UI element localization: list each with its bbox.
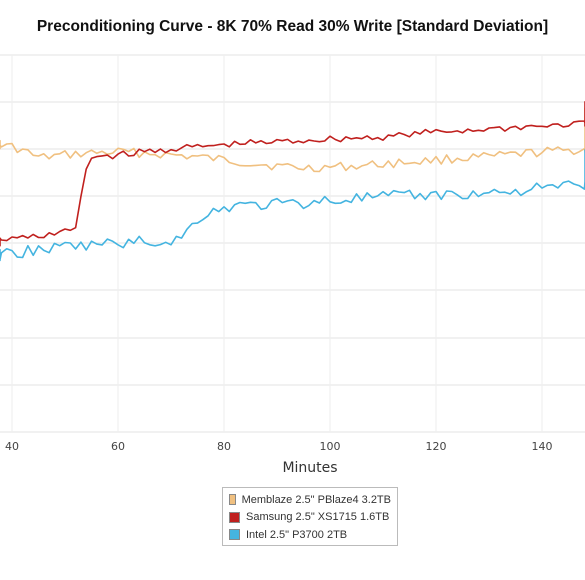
legend-item[interactable]: Samsung 2.5" XS1715 1.6TB (229, 509, 391, 527)
legend-swatch (229, 511, 240, 523)
legend-swatch (229, 494, 236, 506)
gridlines (0, 54, 585, 433)
legend: Memblaze 2.5" PBlaze4 3.2TB Samsung 2.5" … (222, 487, 398, 546)
x-axis-label: Minutes (282, 460, 337, 476)
legend-item[interactable]: Memblaze 2.5" PBlaze4 3.2TB (229, 491, 391, 509)
legend-label: Memblaze 2.5" PBlaze4 3.2TB (241, 493, 391, 506)
x-tick-labels: 406080100120140160180200220240260280300 (5, 440, 553, 453)
legend-label: Intel 2.5" P3700 2TB (246, 528, 348, 541)
series-line-1 (0, 101, 585, 247)
x-tick-label: 40 (5, 440, 19, 453)
x-tick-label: 140 (532, 440, 553, 453)
legend-swatch (229, 529, 240, 541)
x-tick-label: 120 (426, 440, 447, 453)
x-tick-label: 60 (111, 440, 125, 453)
legend-item[interactable]: Intel 2.5" P3700 2TB (229, 526, 391, 544)
chart-title: Preconditioning Curve - 8K 70% Read 30% … (36, 18, 549, 35)
series-line-2 (0, 149, 585, 262)
x-tick-label: 80 (217, 440, 231, 453)
x-tick-label: 100 (320, 440, 341, 453)
series-line-0 (0, 107, 585, 173)
series-lines (0, 101, 585, 262)
legend-label: Samsung 2.5" XS1715 1.6TB (246, 511, 390, 524)
